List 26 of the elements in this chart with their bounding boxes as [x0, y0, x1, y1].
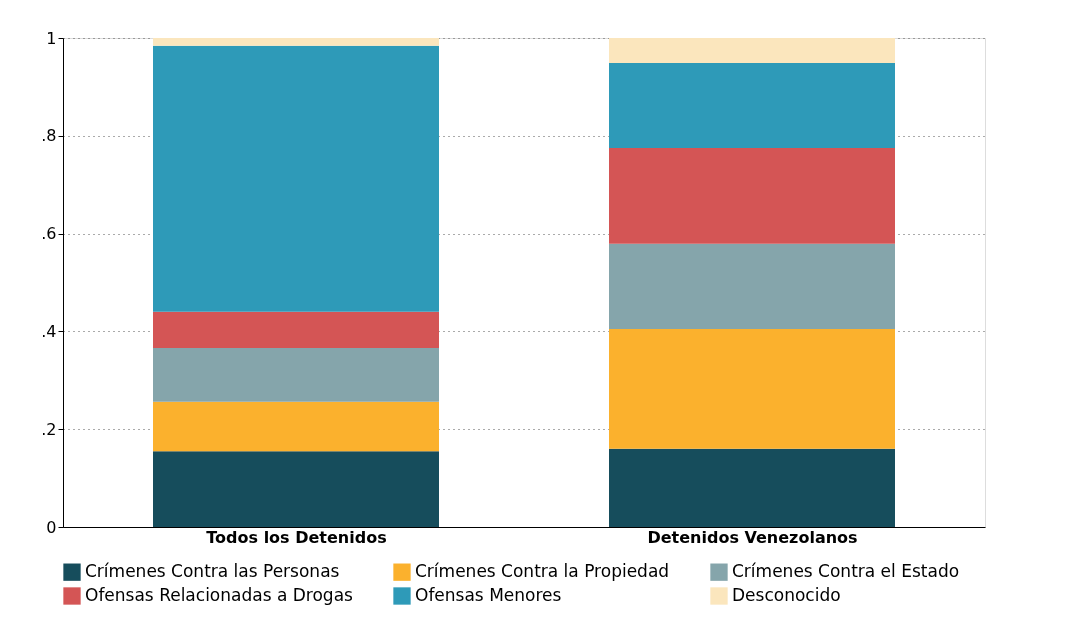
legend-label: Crímenes Contra las Personas: [85, 561, 340, 582]
bar: [609, 243, 895, 329]
legend-label: Ofensas Menores: [415, 585, 562, 605]
y-tick-label: .2: [41, 419, 57, 439]
bar: [609, 328, 895, 449]
bar: [153, 348, 439, 402]
legend-label: Crímenes Contra la Propiedad: [415, 561, 670, 582]
bar: [153, 311, 439, 349]
legend-label: Crímenes Contra el Estado: [732, 561, 960, 582]
bar: [609, 448, 895, 527]
bar: [609, 148, 895, 244]
bar: [153, 38, 439, 46]
legend-label: Desconocido: [732, 585, 841, 605]
y-tick-label: 1: [46, 28, 57, 48]
bar: [609, 62, 895, 149]
bar: [153, 401, 439, 452]
y-tick-label: .8: [41, 126, 57, 146]
y-tick-label: 0: [46, 517, 57, 537]
bar: [153, 45, 439, 312]
legend-label: Ofensas Relacionadas a Drogas: [85, 585, 354, 605]
x-tick-label: Detenidos Venezolanos: [647, 527, 858, 547]
y-tick-label: .6: [41, 224, 57, 244]
bar: [153, 451, 439, 527]
x-tick-label: Todos los Detenidos: [206, 527, 387, 547]
y-tick-label: .4: [41, 321, 57, 341]
bar: [609, 38, 895, 63]
